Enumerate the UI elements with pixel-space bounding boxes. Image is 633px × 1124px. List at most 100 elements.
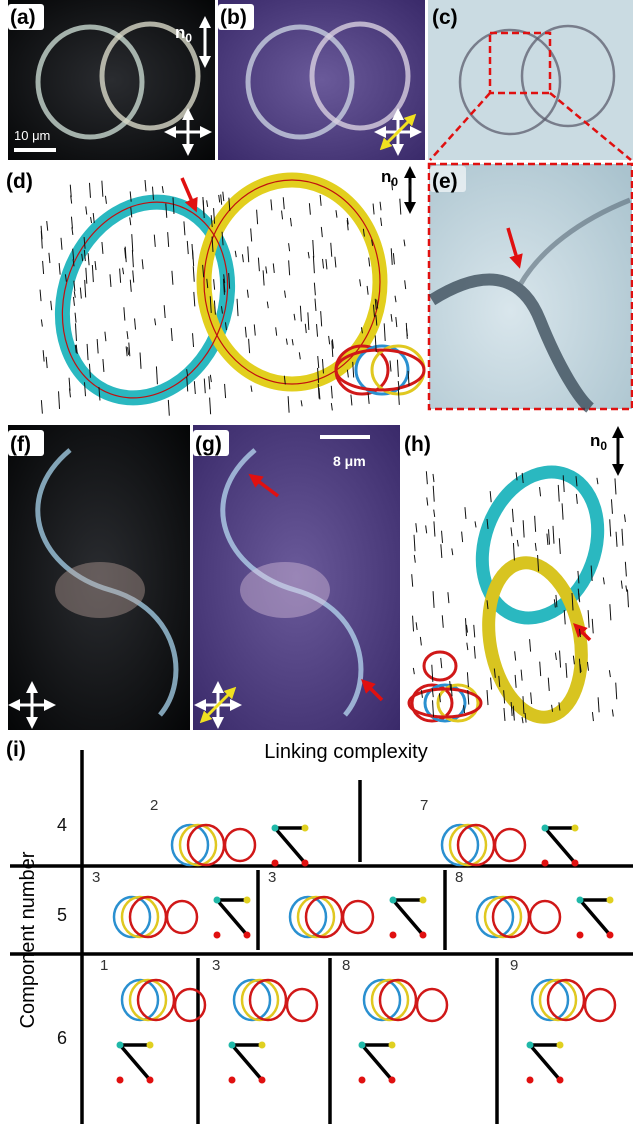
scale-bar-label: 10 μm — [14, 128, 50, 143]
graph-edges — [275, 828, 305, 863]
director-tick — [41, 400, 42, 413]
director-tick — [145, 180, 146, 191]
director-tick — [271, 199, 272, 210]
panel-c — [428, 0, 633, 160]
director-tick — [474, 646, 475, 658]
director-tick — [276, 327, 277, 335]
director-tick — [245, 327, 246, 338]
director-tick — [43, 350, 44, 361]
director-tick — [396, 317, 397, 327]
director-tick — [130, 217, 131, 225]
director-tick — [592, 712, 593, 721]
director-tick — [97, 339, 98, 353]
director-tick — [326, 259, 327, 269]
director-tick — [154, 235, 155, 247]
director-tick — [61, 238, 62, 250]
panel-label: (i) — [6, 738, 26, 761]
director-tick — [209, 376, 210, 389]
director-tick — [384, 323, 385, 341]
graph-edges — [580, 900, 610, 935]
graph-node — [359, 1077, 366, 1084]
graph-node — [229, 1077, 236, 1084]
director-tick — [616, 532, 617, 547]
director-tick — [123, 268, 124, 274]
director-tick — [603, 577, 604, 584]
row-label: 4 — [57, 815, 67, 835]
director-tick — [105, 196, 106, 204]
panel-e — [429, 164, 632, 409]
graph-edges — [217, 900, 247, 935]
director-tick — [592, 619, 593, 633]
ring — [234, 980, 270, 1020]
director-tick — [248, 246, 249, 262]
director-tick — [289, 243, 290, 251]
director-tick — [263, 270, 264, 285]
ring — [114, 897, 150, 937]
director-tick — [313, 240, 314, 257]
director-tick — [168, 400, 169, 416]
director-tick — [87, 344, 88, 360]
panel-label: (g) — [195, 433, 222, 456]
director-tick — [292, 339, 293, 345]
director-tick — [347, 370, 348, 378]
ring — [343, 901, 373, 933]
graph-node — [557, 1042, 564, 1049]
director-tick — [105, 332, 106, 342]
ring — [298, 897, 334, 937]
director-tick — [267, 302, 268, 309]
director-tick — [391, 314, 392, 322]
director-tick — [414, 535, 415, 551]
graph-node — [607, 897, 614, 904]
director-tick — [467, 643, 468, 650]
ring — [290, 897, 326, 937]
ring — [167, 901, 197, 933]
ring — [495, 829, 525, 861]
director-tick — [462, 532, 463, 542]
graph-node — [557, 1077, 564, 1084]
director-tick — [573, 656, 574, 665]
director-tick — [566, 663, 567, 678]
panel-f — [8, 425, 190, 730]
director-tick — [367, 286, 368, 295]
director-tick — [442, 615, 443, 627]
ring — [532, 980, 568, 1020]
director-tick — [266, 266, 267, 273]
director-tick — [434, 510, 435, 517]
director-tick — [588, 610, 589, 628]
director-tick — [254, 324, 255, 335]
director-tick — [395, 296, 396, 302]
ring — [417, 989, 447, 1021]
director-tick — [540, 662, 541, 676]
graph-node — [390, 897, 397, 904]
panel-h: n0 — [409, 431, 628, 725]
director-tick — [441, 658, 442, 668]
director-tick — [93, 213, 94, 223]
cell-label: 8 — [342, 957, 350, 974]
graph-node — [302, 825, 309, 832]
director-tick — [225, 384, 226, 398]
director-tick — [299, 352, 300, 359]
graph-edges — [545, 828, 575, 863]
director-tick — [433, 700, 434, 716]
graph-node — [272, 860, 279, 867]
director-tick — [535, 516, 536, 532]
ring — [130, 980, 166, 1020]
director-tick — [547, 534, 548, 545]
director-tick — [627, 589, 628, 607]
director-tick — [75, 323, 76, 341]
ring — [180, 825, 216, 865]
director-tick — [321, 311, 322, 326]
graph-node — [577, 897, 584, 904]
director-tick — [368, 393, 369, 404]
director-tick — [126, 346, 127, 356]
panel-label: (a) — [10, 6, 36, 29]
director-tick — [124, 307, 125, 320]
ring — [188, 825, 224, 865]
panel-g: 8 μm — [193, 425, 400, 730]
graph-node — [244, 897, 251, 904]
director-tick — [73, 297, 74, 306]
grid-title: Linking complexity — [264, 741, 427, 763]
director-tick — [562, 503, 563, 519]
director-tick — [47, 221, 48, 231]
director-tick — [321, 227, 322, 237]
